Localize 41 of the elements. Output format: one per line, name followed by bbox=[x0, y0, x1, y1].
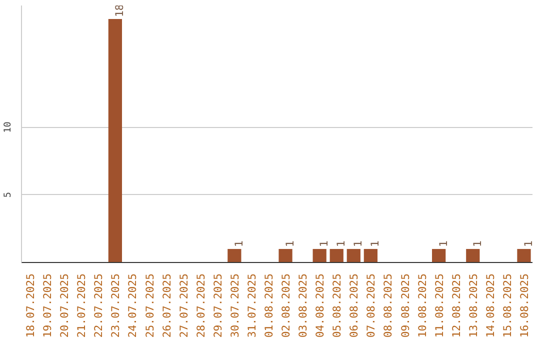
x-tick-label: 30.07.2025 bbox=[228, 274, 242, 338]
x-tick-label: 11.08.2025 bbox=[432, 274, 446, 338]
x-tick-label: 28.07.2025 bbox=[194, 274, 208, 338]
x-tick-label: 15.08.2025 bbox=[500, 274, 514, 338]
data-label: 1 bbox=[368, 240, 382, 247]
x-tick-label: 01.08.2025 bbox=[262, 274, 276, 338]
x-tick-label: 26.07.2025 bbox=[160, 274, 174, 338]
x-tick-label: 08.08.2025 bbox=[382, 274, 395, 338]
x-tick-label: 09.08.2025 bbox=[398, 274, 412, 338]
x-tick-label: 10.08.2025 bbox=[416, 274, 429, 338]
x-tick-label: 29.07.2025 bbox=[211, 274, 224, 338]
x-tick-label: 13.08.2025 bbox=[466, 274, 480, 338]
x-tick-label: 23.07.2025 bbox=[109, 274, 122, 338]
y-tick-label: 10 bbox=[2, 121, 14, 133]
x-tick-label: 06.08.2025 bbox=[348, 274, 361, 338]
x-tick-label: 21.07.2025 bbox=[75, 274, 88, 338]
x-tick-label: 31.07.2025 bbox=[245, 274, 258, 338]
data-label: 1 bbox=[318, 240, 331, 247]
x-tick-label: 02.08.2025 bbox=[280, 274, 293, 338]
x-tick-label: 07.08.2025 bbox=[364, 274, 378, 338]
x-tick-label: 04.08.2025 bbox=[314, 274, 327, 338]
x-tick-label: 20.07.2025 bbox=[58, 274, 72, 338]
x-tick-label: 24.07.2025 bbox=[126, 274, 140, 338]
x-tick-label: 25.07.2025 bbox=[143, 274, 156, 338]
x-tick-label: 12.08.2025 bbox=[450, 274, 463, 338]
data-label: 1 bbox=[284, 240, 297, 247]
x-tick-label: 14.08.2025 bbox=[484, 274, 497, 338]
data-label: 1 bbox=[470, 240, 484, 247]
data-label: 1 bbox=[522, 240, 535, 247]
data-label: 1 bbox=[232, 240, 246, 247]
x-tick-label: 03.08.2025 bbox=[296, 274, 310, 338]
x-tick-label: 16.08.2025 bbox=[518, 274, 531, 338]
x-tick-label: 05.08.2025 bbox=[330, 274, 344, 338]
y-tick-label: 5 bbox=[2, 192, 14, 198]
x-tick-label: 22.07.2025 bbox=[92, 274, 106, 338]
data-label: 1 bbox=[334, 240, 348, 247]
data-label: 1 bbox=[436, 240, 450, 247]
x-tick-label: 18.07.2025 bbox=[24, 274, 38, 338]
data-label: 1 bbox=[352, 240, 365, 247]
x-tick-label: 27.07.2025 bbox=[177, 274, 190, 338]
x-tick-label: 19.07.2025 bbox=[41, 274, 54, 338]
